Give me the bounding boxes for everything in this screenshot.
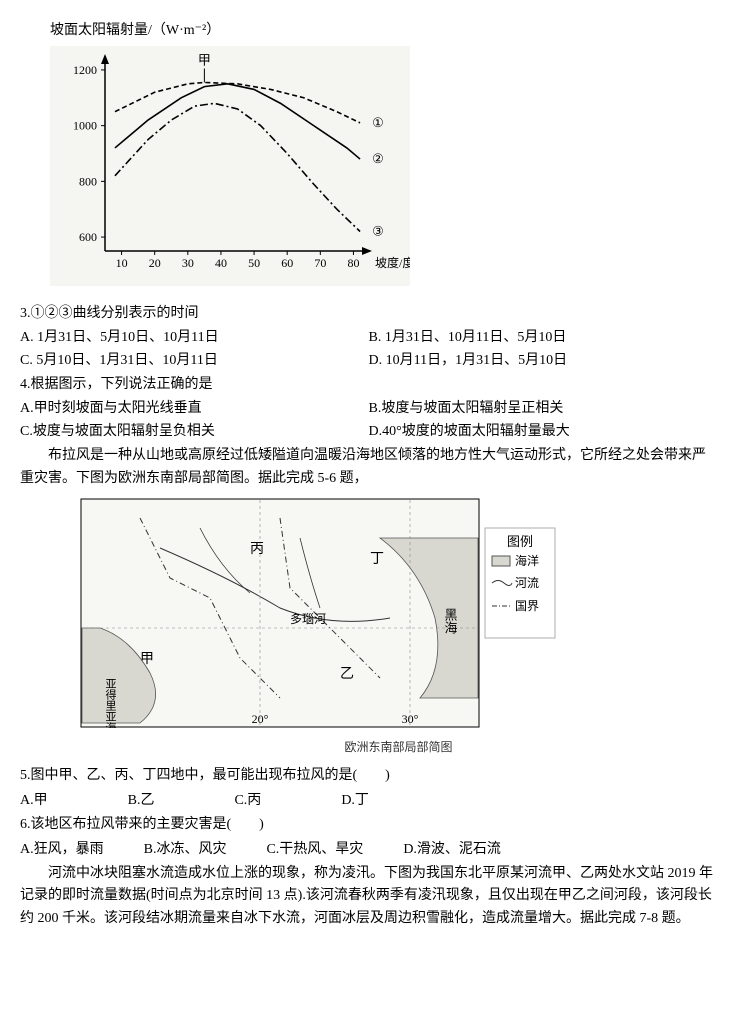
solar-radiation-chart: 坡面太阳辐射量/（W·m⁻²） 600 800 1000 1200 10 20 30 40 50… [50,20,717,295]
q6-opt-a: A.狂风，暴雨 [20,839,104,861]
q4-opt-d: D.40°坡度的坡面太阳辐射量最大 [369,421,718,443]
svg-text:多瑙河: 多瑙河 [290,612,326,626]
q5-options: A.甲 B.乙 C.丙 D.丁 [20,790,717,812]
svg-text:40: 40 [215,256,227,270]
svg-text:甲: 甲 [140,652,154,667]
q3-stem: 3.①②③曲线分别表示的时间 [20,303,717,325]
svg-text:600: 600 [79,230,97,244]
svg-text:丙: 丙 [250,542,264,557]
q5-opt-b: B.乙 [128,790,155,812]
q6-options: A.狂风，暴雨 B.冰冻、风灾 C.干热风、旱灾 D.滑波、泥石流 [20,839,717,861]
svg-text:30: 30 [182,256,194,270]
svg-text:海洋: 海洋 [515,553,539,568]
q4-opt-b: B.坡度与坡面太阳辐射呈正相关 [369,398,718,420]
q5-opt-d: D.丁 [341,790,369,812]
q4-options: A.甲时刻坡面与太阳光线垂直 B.坡度与坡面太阳辐射呈正相关 C.坡度与坡面太阳… [20,398,717,443]
svg-text:坡度/度: 坡度/度 [375,255,410,270]
q3-opt-a: A. 1月31日、5月10日、10月11日 [20,327,369,349]
q4-stem: 4.根据图示，下列说法正确的是 [20,374,717,396]
q5-opt-c: C.丙 [234,790,261,812]
svg-text:黑海: 黑海 [443,608,458,634]
europe-se-map: 45°20°30°甲乙丙丁黑海多瑙河亚得里亚海图例海洋河流国界 欧洲东南部局部简… [80,498,717,758]
q6-opt-c: C.干热风、旱灾 [266,839,363,861]
svg-text:70: 70 [314,256,326,270]
svg-text:1200: 1200 [73,63,97,77]
svg-text:60: 60 [281,256,293,270]
q6-opt-d: D.滑波、泥石流 [403,839,501,861]
q5-stem: 5.图中甲、乙、丙、丁四地中，最可能出现布拉风的是( ) [20,765,717,787]
svg-text:80: 80 [347,256,359,270]
q4-opt-c: C.坡度与坡面太阳辐射呈负相关 [20,421,369,443]
svg-text:30°: 30° [402,712,419,726]
svg-text:河流: 河流 [515,576,539,590]
passage-5-6: 布拉风是一种从山地或高原经过低矮隘道向温暖沿海地区倾落的地方性大气运动形式，它所… [20,445,717,490]
svg-text:20°: 20° [252,712,269,726]
q5-opt-a: A.甲 [20,790,48,812]
svg-text:①: ① [372,115,384,130]
svg-text:800: 800 [79,175,97,189]
q3-options: A. 1月31日、5月10日、10月11日 B. 1月31日、10月11日、5月… [20,327,717,372]
q4-opt-a: A.甲时刻坡面与太阳光线垂直 [20,398,369,420]
svg-text:③: ③ [372,224,384,239]
svg-text:②: ② [372,151,384,166]
q6-opt-b: B.冰冻、风灾 [144,839,227,861]
q3-opt-d: D. 10月11日，1月31日、5月10日 [369,350,718,372]
chart-y-axis-label: 坡面太阳辐射量/（W·m⁻²） [50,20,717,42]
svg-text:20: 20 [149,256,161,270]
svg-text:丁: 丁 [370,552,384,567]
svg-text:图例: 图例 [507,534,533,549]
q6-stem: 6.该地区布拉风带来的主要灾害是( ) [20,814,717,836]
svg-text:1000: 1000 [73,119,97,133]
passage-7-8: 河流中冰块阻塞水流造成水位上涨的现象，称为凌汛。下图为我国东北平原某河流甲、乙两… [20,863,717,930]
svg-text:亚得里亚海: 亚得里亚海 [104,678,117,728]
svg-text:国界: 国界 [515,599,539,613]
q3-opt-b: B. 1月31日、10月11日、5月10日 [369,327,718,349]
svg-text:甲: 甲 [198,53,211,68]
svg-text:乙: 乙 [340,666,354,682]
q3-opt-c: C. 5月10日、1月31日、10月11日 [20,350,369,372]
svg-text:10: 10 [116,256,128,270]
map-caption: 欧洲东南部局部简图 [80,738,717,757]
map-svg: 45°20°30°甲乙丙丁黑海多瑙河亚得里亚海图例海洋河流国界 [80,498,560,728]
svg-text:50: 50 [248,256,260,270]
chart-svg: 600 800 1000 1200 10 20 30 40 50 60 70 80 坡度/度 ① ② ③ 甲 [50,46,410,286]
